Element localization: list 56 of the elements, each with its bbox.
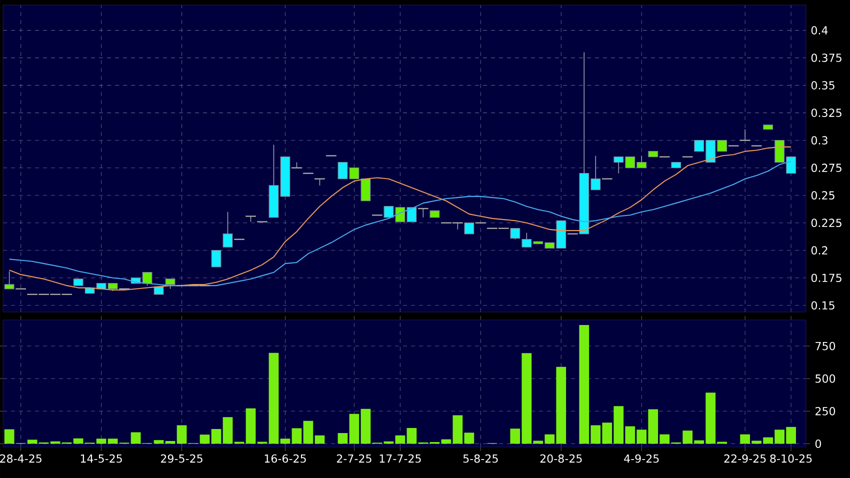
- y-tick-label: 0.175: [811, 274, 842, 282]
- x-tick-label: 20-8-25: [540, 454, 582, 463]
- candlestick: [142, 272, 152, 286]
- x-tick-label: 5-8-25: [463, 454, 498, 463]
- bar: [338, 433, 348, 444]
- bar: [292, 428, 302, 444]
- y-tick-label: 0.25: [811, 191, 834, 200]
- candlestick: [349, 168, 360, 180]
- x-tick-label: 4-9-25: [624, 454, 659, 463]
- y-tick-label: 0.325: [811, 108, 842, 117]
- candlestick: [464, 222, 474, 234]
- x-tick-label: 22-9-25: [724, 454, 766, 463]
- candlestick: [384, 206, 394, 218]
- y-tick-label: 0.375: [811, 54, 842, 62]
- x-tick-label: 8-10-25: [770, 454, 812, 463]
- y-tick-label: 0.35: [811, 81, 834, 90]
- y-tick-label: 0: [815, 440, 821, 448]
- bar: [360, 408, 371, 444]
- candlestick: [338, 162, 348, 180]
- x-tick-label: 14-5-25: [80, 454, 122, 463]
- bar: [154, 440, 164, 444]
- x-tick-label: 16-6-25: [264, 454, 306, 463]
- bar: [222, 417, 233, 444]
- x-tick-label: 28-4-25: [0, 454, 42, 463]
- y-tick-label: 0.3: [811, 136, 828, 145]
- y-tick-label: 0.2: [811, 246, 828, 255]
- y-tick-label: 0.4: [811, 26, 828, 34]
- y-tick-label: 0.225: [811, 218, 842, 228]
- y-tick-label: 750: [816, 342, 836, 350]
- candlestick: [739, 128, 751, 141]
- bar: [211, 429, 222, 444]
- candlestick: [395, 207, 406, 222]
- bar: [108, 438, 118, 444]
- bar: [130, 432, 141, 444]
- bar: [395, 435, 406, 444]
- bar: [268, 352, 279, 444]
- bar: [176, 425, 187, 444]
- candlestick: [211, 250, 222, 268]
- bar: [73, 438, 84, 444]
- x-tick-label: 29-5-25: [160, 454, 202, 463]
- bar: [349, 414, 360, 444]
- candlestick: [360, 178, 371, 202]
- bar: [96, 438, 106, 444]
- y-tick-label: 500: [816, 374, 836, 383]
- candlestick: [165, 278, 176, 290]
- candlestick: [406, 207, 417, 222]
- bar: [200, 434, 210, 444]
- bar: [246, 408, 256, 444]
- y-tick-label: 0.275: [811, 164, 842, 172]
- bar: [303, 420, 314, 444]
- bar: [280, 438, 290, 444]
- bar: [314, 435, 325, 444]
- y-tick-label: 250: [816, 406, 836, 416]
- x-tick-label: 17-7-25: [380, 454, 421, 463]
- y-tick-label: 0.15: [811, 301, 834, 310]
- x-tick-label: 2-7-25: [336, 454, 372, 463]
